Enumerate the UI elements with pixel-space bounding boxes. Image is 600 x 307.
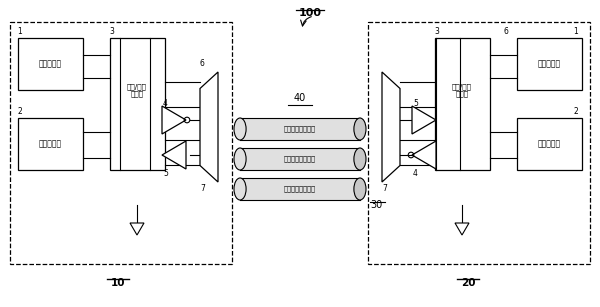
Ellipse shape: [354, 148, 366, 170]
Text: 1: 1: [17, 27, 22, 36]
Text: 1: 1: [573, 27, 578, 36]
Text: 2: 2: [17, 107, 22, 116]
Text: 3: 3: [434, 27, 439, 36]
Bar: [517, 118, 582, 170]
Bar: [18, 118, 83, 170]
Polygon shape: [130, 223, 144, 235]
Polygon shape: [412, 106, 436, 134]
Bar: [368, 22, 590, 264]
Text: 10: 10: [111, 278, 125, 288]
Ellipse shape: [354, 178, 366, 200]
Text: 40: 40: [294, 93, 306, 103]
Text: 6: 6: [504, 27, 509, 36]
Polygon shape: [382, 72, 400, 182]
Text: 输入/输出
电路块: 输入/输出 电路块: [127, 83, 147, 97]
Text: 电源电路块: 电源电路块: [538, 60, 560, 68]
Bar: [517, 38, 582, 90]
Text: 30: 30: [370, 200, 382, 210]
Text: 4: 4: [413, 169, 418, 178]
Text: 功能电路块: 功能电路块: [538, 139, 560, 149]
Text: 5: 5: [163, 169, 168, 178]
Text: 7: 7: [382, 184, 387, 193]
Bar: [240, 148, 360, 170]
Text: 100: 100: [299, 8, 322, 18]
Polygon shape: [162, 106, 186, 134]
Polygon shape: [162, 141, 186, 169]
Ellipse shape: [354, 118, 366, 140]
Text: 20: 20: [461, 278, 475, 288]
Ellipse shape: [234, 178, 246, 200]
Text: 输入/输出
电路块: 输入/输出 电路块: [452, 83, 472, 97]
Bar: [240, 118, 360, 140]
Bar: [18, 38, 83, 90]
Text: 差分信号传输线路: 差分信号传输线路: [284, 156, 316, 162]
Text: 2: 2: [573, 107, 578, 116]
Polygon shape: [200, 72, 218, 182]
Bar: [435, 38, 490, 170]
Ellipse shape: [234, 148, 246, 170]
Bar: [110, 38, 165, 170]
Text: 电源电路块: 电源电路块: [38, 60, 62, 68]
Text: 电源地对传输线路: 电源地对传输线路: [284, 126, 316, 132]
Text: 3: 3: [109, 27, 114, 36]
Bar: [240, 178, 360, 200]
Polygon shape: [412, 141, 436, 169]
Text: 差分信号传输线路: 差分信号传输线路: [284, 186, 316, 192]
Text: 5: 5: [413, 99, 418, 108]
Text: 功能电路块: 功能电路块: [38, 139, 62, 149]
Bar: [10, 22, 232, 264]
Text: 6: 6: [200, 59, 205, 68]
Text: 4: 4: [163, 99, 168, 108]
Ellipse shape: [234, 118, 246, 140]
Text: 7: 7: [200, 184, 205, 193]
Polygon shape: [455, 223, 469, 235]
